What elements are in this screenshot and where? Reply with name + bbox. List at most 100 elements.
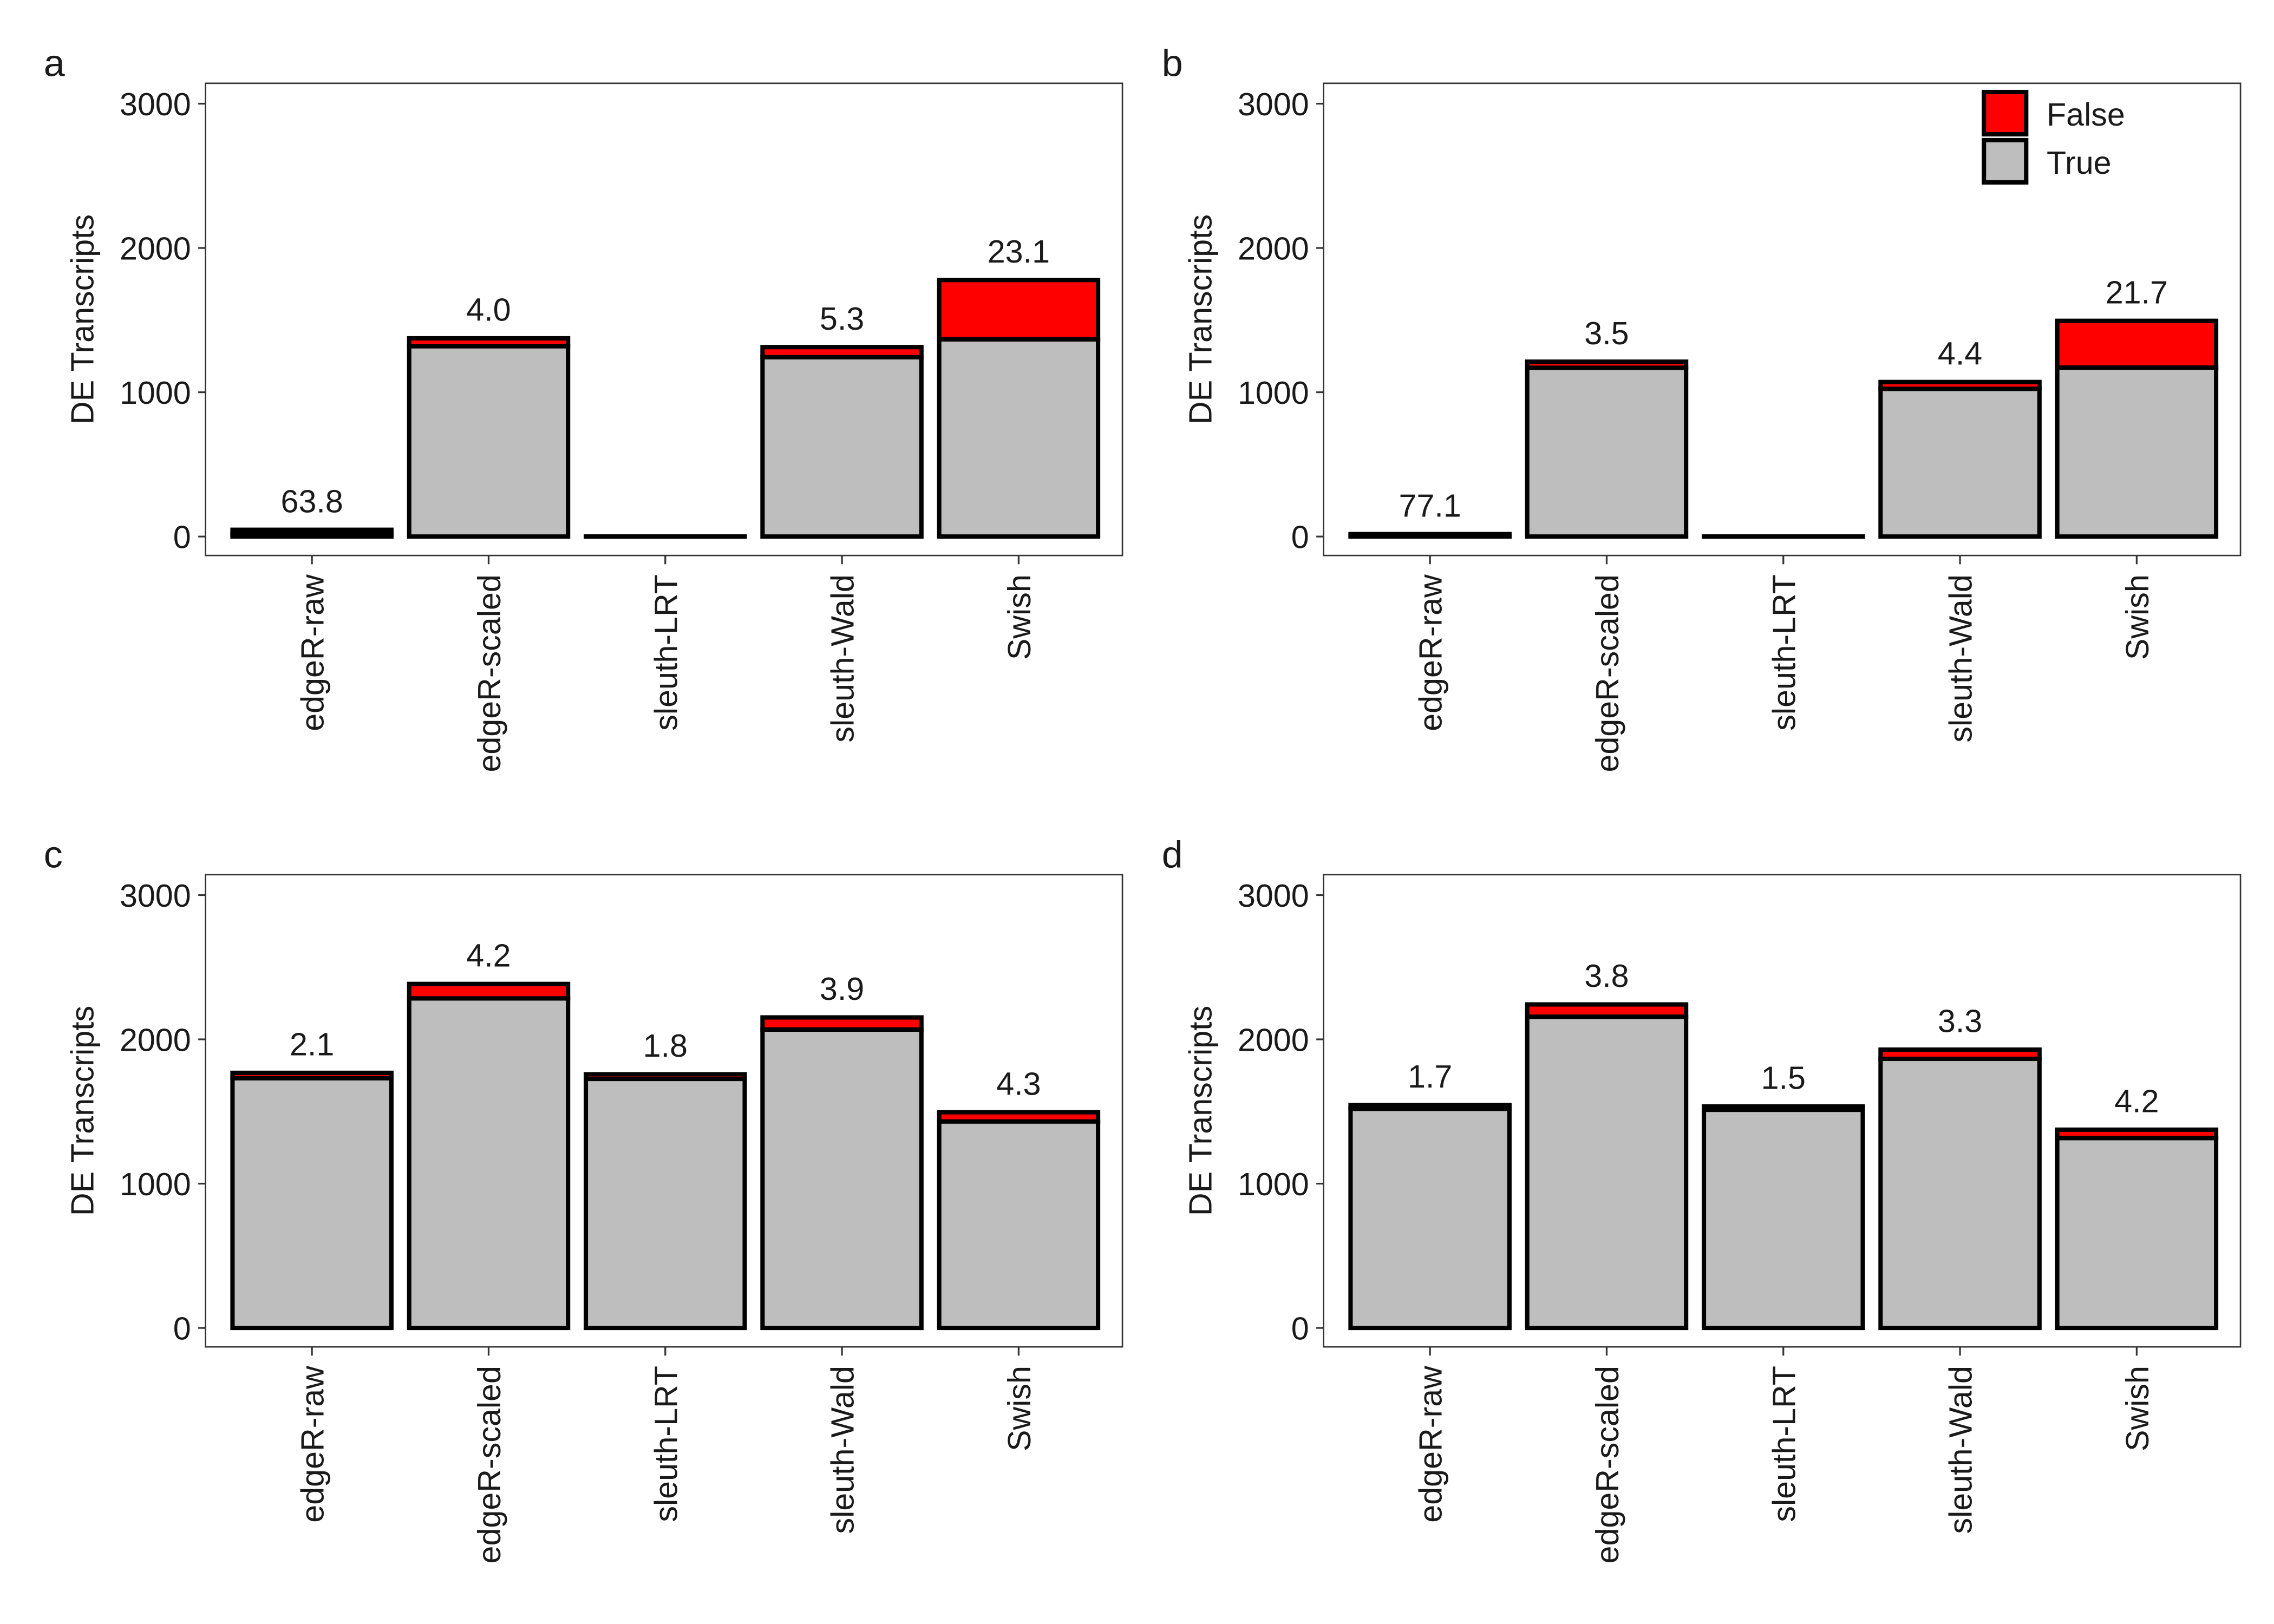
bar-false (230, 527, 394, 536)
bar-true (407, 344, 571, 539)
bar-true (583, 1076, 747, 1331)
bar-false (937, 278, 1101, 342)
panel-b: b 0 1000 2000 3000 DE Transcripts edgeR-raw 77.… (1162, 42, 2242, 772)
legend: False True (1982, 89, 2125, 185)
bar-true (937, 1119, 1101, 1331)
bar-true (1525, 365, 1689, 539)
bar-false (760, 1015, 924, 1032)
bar-false (1525, 359, 1689, 370)
bar-label: 3.8 (1584, 958, 1629, 994)
panel-a: a 0 1000 2000 3000 DE Transcripts edgeR-raw 63.… (44, 42, 1123, 772)
bar-label: 23.1 (988, 233, 1050, 270)
bar-true (937, 337, 1101, 539)
x-tick-label: edgeR-scaled (471, 1366, 507, 1563)
y-tick-label: 2000 (1238, 1022, 1309, 1058)
bar-label: 63.8 (281, 483, 343, 519)
y-tick-label: 3000 (120, 878, 191, 914)
bar-false (1878, 379, 2042, 391)
bar-true (1701, 1108, 1865, 1331)
bar-label: 4.3 (996, 1065, 1041, 1102)
x-tick-label: edgeR-scaled (1589, 574, 1625, 772)
bar-true (1348, 1106, 1512, 1331)
x-tick-label: Swish (2119, 1366, 2155, 1451)
bar-label: 21.7 (2106, 274, 2168, 310)
panel-c: c 0 1000 2000 3000 DE Transcripts edgeR-raw 2.1… (44, 833, 1123, 1563)
bar-label: 4.4 (1938, 335, 1982, 371)
bar-label: 4.2 (2114, 1083, 2159, 1119)
plot-border (1323, 874, 2242, 1348)
bar-label: 2.1 (290, 1026, 334, 1063)
y-tick-label: 2000 (1238, 231, 1309, 267)
bar-label: 3.3 (1938, 1003, 1982, 1039)
bar-false (1878, 1047, 2042, 1062)
legend-swatch-false (1982, 89, 2029, 137)
bar-false (937, 1110, 1101, 1124)
x-tick-label: sleuth-Wald (1943, 1366, 1979, 1534)
bar-label: 3.5 (1584, 315, 1629, 351)
bar-label: 4.2 (466, 937, 511, 973)
bar-label: 4.0 (466, 292, 511, 328)
bar-true (407, 996, 571, 1331)
bar-false (1525, 1002, 1689, 1019)
y-axis-title: DE Transcripts (64, 214, 100, 424)
bar-false (230, 1070, 394, 1081)
x-tick-label: sleuth-Wald (825, 574, 861, 742)
y-tick-label: 3000 (1238, 878, 1309, 914)
panel-label: b (1162, 42, 1183, 84)
y-tick-label: 2000 (120, 231, 191, 267)
y-tick-label: 3000 (120, 86, 191, 122)
bar-false (1701, 1104, 1865, 1112)
bar-false (2055, 1127, 2219, 1141)
x-tick-label: edgeR-raw (295, 1366, 331, 1523)
bar-label: 77.1 (1399, 487, 1461, 523)
y-tick-label: 0 (1291, 519, 1309, 555)
x-tick-label: edgeR-raw (295, 574, 331, 731)
bar-true (2055, 365, 2219, 539)
y-axis-title: DE Transcripts (64, 1006, 100, 1216)
y-tick-label: 1000 (120, 375, 191, 411)
bar-false (1348, 1103, 1512, 1111)
bar-false (2055, 318, 2219, 370)
x-tick-label: sleuth-Wald (825, 1366, 861, 1534)
legend-label: True (2047, 145, 2112, 181)
bar-true (1878, 387, 2042, 539)
bar-label: 1.8 (643, 1027, 688, 1064)
bar-false (407, 336, 571, 349)
y-tick-label: 1000 (120, 1166, 191, 1202)
panel-label: d (1162, 833, 1183, 875)
y-tick-label: 1000 (1238, 375, 1309, 411)
bar-false (1348, 532, 1512, 539)
x-tick-label: sleuth-LRT (648, 1366, 684, 1522)
plot-border (1323, 82, 2242, 556)
bar-true (1525, 1014, 1689, 1331)
bar-label: 1.7 (1408, 1058, 1452, 1095)
y-tick-label: 0 (173, 1311, 191, 1347)
bar-false (583, 1072, 747, 1082)
x-tick-label: edgeR-scaled (1589, 1366, 1625, 1563)
x-tick-label: Swish (1001, 574, 1037, 660)
x-tick-label: edgeR-scaled (471, 574, 507, 772)
bar-label: 1.5 (1761, 1060, 1806, 1096)
y-tick-label: 1000 (1238, 1166, 1309, 1202)
bar-true (2055, 1136, 2219, 1331)
x-tick-label: Swish (2119, 574, 2155, 660)
x-tick-label: sleuth-Wald (1943, 574, 1979, 742)
panel-label: a (44, 42, 65, 84)
bar-true (760, 355, 924, 539)
panel-label: c (44, 833, 63, 875)
y-tick-label: 2000 (120, 1022, 191, 1058)
bar-true (230, 1076, 394, 1331)
x-tick-label: sleuth-LRT (648, 574, 684, 731)
x-tick-label: edgeR-raw (1413, 574, 1449, 731)
panel-d: d 0 1000 2000 3000 DE Transcripts edgeR-raw 1.7… (1162, 833, 2242, 1563)
x-tick-label: edgeR-raw (1413, 1366, 1449, 1523)
y-axis-title: DE Transcripts (1182, 214, 1218, 424)
y-tick-label: 0 (1291, 1311, 1309, 1347)
bar-label: 5.3 (820, 300, 864, 337)
plot-border (205, 874, 1123, 1348)
y-tick-label: 3000 (1238, 86, 1309, 122)
y-tick-label: 0 (173, 519, 191, 555)
x-tick-label: Swish (1001, 1366, 1037, 1451)
x-tick-label: sleuth-LRT (1766, 1366, 1802, 1522)
